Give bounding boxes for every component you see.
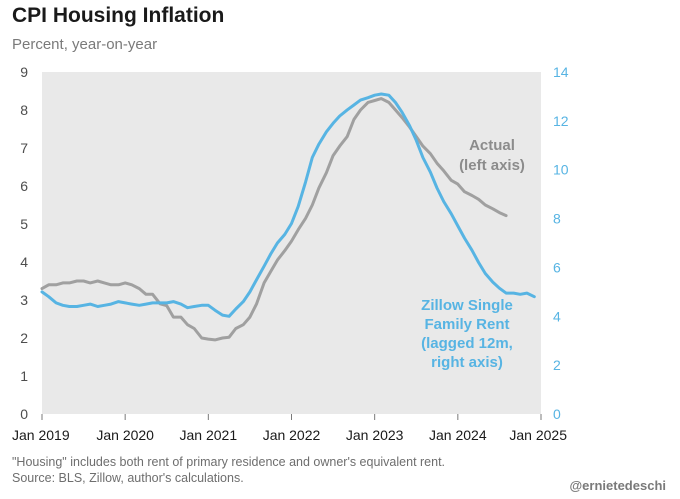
footnote: "Housing" includes both rent of primary … <box>12 454 445 486</box>
left-tick-label: 8 <box>20 102 28 118</box>
left-tick-label: 7 <box>20 140 28 156</box>
x-tick-label: Jan 2019 <box>12 427 70 443</box>
right-axis: 0 2 4 6 8 10 12 14 <box>553 64 569 422</box>
credit-handle: @ernietedeschi <box>569 478 667 493</box>
x-tick-label: Jan 2022 <box>263 427 321 443</box>
zillow-rent-line <box>40 92 536 318</box>
series-group <box>40 92 536 342</box>
left-tick-label: 1 <box>20 368 28 384</box>
x-tick-label: Jan 2024 <box>429 427 487 443</box>
left-tick-label: 0 <box>20 406 28 422</box>
chart-title: CPI Housing Inflation <box>12 4 225 27</box>
x-tick-label: Jan 2020 <box>96 427 154 443</box>
right-tick-label: 14 <box>553 64 569 80</box>
left-tick-label: 3 <box>20 292 28 308</box>
annotations: Actual (left axis) Zillow Single Family Ren… <box>421 137 525 371</box>
right-tick-label: 0 <box>553 406 561 422</box>
x-axis: Jan 2019 Jan 2020 Jan 2021 Jan 2022 Jan 2023… <box>12 414 567 443</box>
actual-housing-line <box>40 97 508 342</box>
right-tick-label: 10 <box>553 162 569 178</box>
x-tick-label: Jan 2021 <box>180 427 238 443</box>
footnote-line-1: "Housing" includes both rent of primary … <box>12 455 446 469</box>
x-tick-label: Jan 2025 <box>509 427 567 443</box>
left-axis: 0 1 2 3 4 5 6 7 8 9 <box>20 64 28 422</box>
actual-annotation: (left axis) <box>459 157 525 174</box>
zillow-annotation: Zillow Single <box>421 297 513 314</box>
zillow-annotation: Family Rent <box>424 316 509 333</box>
zillow-annotation: right axis) <box>431 354 503 371</box>
left-tick-label: 5 <box>20 216 28 232</box>
right-tick-label: 8 <box>553 211 561 227</box>
left-tick-label: 4 <box>20 254 28 270</box>
actual-annotation: Actual <box>469 137 515 154</box>
zillow-annotation: (lagged 12m, <box>421 335 513 352</box>
right-tick-label: 12 <box>553 113 569 129</box>
chart-subtitle: Percent, year-on-year <box>12 36 158 53</box>
right-tick-label: 2 <box>553 357 561 373</box>
left-tick-label: 6 <box>20 178 28 194</box>
x-tick-label: Jan 2023 <box>346 427 404 443</box>
left-tick-label: 2 <box>20 330 28 346</box>
right-tick-label: 6 <box>553 259 561 275</box>
footnote-line-2: Source: BLS, Zillow, author's calculatio… <box>12 471 244 485</box>
right-tick-label: 4 <box>553 308 561 324</box>
left-tick-label: 9 <box>20 64 28 80</box>
